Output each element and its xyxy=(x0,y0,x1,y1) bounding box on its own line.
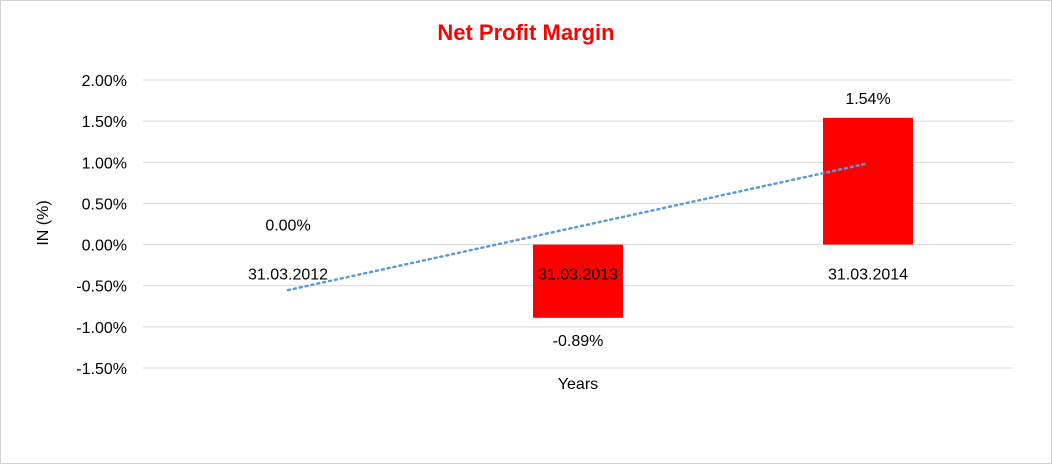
y-tick-label: 1.00% xyxy=(82,155,127,172)
data-labels: 0.00% -0.89% 1.54% xyxy=(265,91,890,350)
chart-title: Net Profit Margin xyxy=(437,20,614,45)
y-tick-label: 1.50% xyxy=(82,114,127,131)
y-tick-labels: 2.00% 1.50% 1.00% 0.50% 0.00% -0.50% -1.00% -1.… xyxy=(76,73,127,378)
y-tick-label: 0.50% xyxy=(82,196,127,213)
bar xyxy=(533,244,623,318)
y-tick-label: -1.00% xyxy=(76,320,127,337)
bars xyxy=(533,117,913,318)
trendline-layer xyxy=(286,162,870,292)
y-tick-label: 2.00% xyxy=(82,73,127,90)
data-label: 0.00% xyxy=(265,218,310,235)
y-axis-title: IN (%) xyxy=(35,200,52,245)
category-label: 31.03.2013 xyxy=(538,267,618,284)
trendline xyxy=(286,162,870,292)
data-label: -0.89% xyxy=(553,333,604,350)
category-labels: 31.03.2012 31.03.2013 31.03.2014 xyxy=(248,267,908,284)
category-label: 31.03.2012 xyxy=(248,267,328,284)
x-axis-title: Years xyxy=(558,376,598,393)
y-tick-label: 0.00% xyxy=(82,238,127,255)
bar xyxy=(823,117,913,245)
y-tick-label: -1.50% xyxy=(76,361,127,378)
y-tick-label: -0.50% xyxy=(76,279,127,296)
data-label: 1.54% xyxy=(845,91,890,108)
category-label: 31.03.2014 xyxy=(828,267,908,284)
